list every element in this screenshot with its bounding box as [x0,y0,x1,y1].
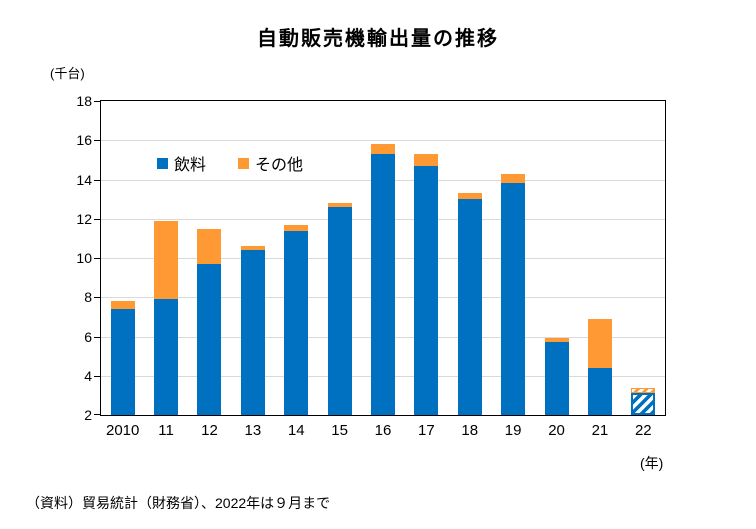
x-axis-tick-label: 22 [634,422,652,439]
y-axis-tick [94,336,100,338]
x-axis-tick-label: 18 [461,422,479,439]
bar-group-13 [240,101,265,415]
y-axis-tick-label: 10 [76,250,92,266]
source-note: （資料）貿易統計（財務省）、2022年は９月まで [26,495,331,511]
bar-segment-other-19 [501,173,526,184]
bar-group-14 [284,101,309,415]
y-axis-tick [94,179,100,181]
bar-segment-beverage-12 [197,263,222,415]
gridline [101,140,665,142]
bar-group-11 [154,101,179,415]
bar-group-19 [501,101,526,415]
x-axis-tick-label: 16 [374,422,392,439]
legend-label-other: その他 [255,157,304,174]
y-axis-unit-label: (千台) [50,66,85,81]
bar-group-2010 [110,101,135,415]
x-axis-tick-label: 12 [201,422,218,439]
bar-group-16 [371,101,395,415]
bar-segment-other-13 [240,246,265,251]
bar-segment-other-21 [587,318,612,368]
bar-group-12 [197,101,222,415]
bar-group-18 [457,101,482,415]
bar-segment-other-14 [284,224,309,231]
y-axis-tick-label: 8 [84,289,92,306]
legend-swatch-beverage [157,157,168,169]
bar-segment-beverage-14 [284,230,309,415]
y-axis-tick [94,258,100,259]
x-axis-tick-label: 2010 [106,422,140,439]
y-axis-tick-label: 16 [76,132,92,149]
bar-segment-other-22 [631,387,656,394]
y-axis-tick [94,297,100,299]
chart-title: 自動販売機輸出量の推移 [257,28,499,50]
x-axis-unit-label: (年) [640,455,664,471]
bar-segment-beverage-21 [587,367,612,415]
bar-segment-beverage-19 [501,183,526,415]
legend-item-beverage: 飲料 [157,151,206,175]
x-axis-tick-label: 15 [331,422,348,439]
legend-swatch-other [238,157,250,169]
bar-segment-other-12 [197,228,222,264]
bar-segment-other-16 [371,144,395,154]
bar-group-17 [414,101,439,415]
y-axis-tick [94,414,100,415]
x-axis-tick-label: 20 [548,422,565,439]
bar-segment-other-20 [544,338,569,343]
legend: 飲料 その他 [157,151,303,175]
bar-group-15 [327,101,352,415]
bar-group-20 [544,101,569,415]
bar-segment-beverage-18 [457,199,482,415]
bar-group-21 [587,101,612,415]
bar-segment-beverage-15 [327,206,352,415]
x-axis-tick-label: 13 [244,422,262,439]
bar-segment-other-2010 [110,301,135,310]
x-axis-tick-label: 11 [158,422,174,439]
plot-area: 飲料 その他 [94,100,666,416]
bar-segment-other-17 [414,154,439,166]
bar-segment-beverage-16 [371,154,395,415]
x-axis-tick-label: 21 [591,422,609,439]
bar-segment-other-11 [154,220,179,300]
y-axis-tick [94,218,100,220]
x-axis-tick-label: 14 [287,422,305,439]
y-axis-tick-label: 14 [76,171,92,188]
bar-segment-beverage-13 [240,250,265,415]
y-axis-tick-label: 4 [84,367,92,384]
y-axis-tick-label: 18 [76,93,92,109]
legend-label-beverage: 飲料 [174,157,207,174]
bar-segment-beverage-22 [631,393,656,415]
y-axis-tick-label: 12 [76,210,92,227]
y-axis-tick [94,140,100,142]
bar-group-22 [631,101,656,415]
bar-segment-other-18 [457,193,482,200]
y-axis-tick-label: 6 [84,328,92,345]
y-axis-tick [94,101,100,102]
bar-segment-beverage-20 [544,342,569,415]
legend-item-other: その他 [238,151,303,175]
x-axis-tick-label: 17 [418,422,435,439]
y-axis-tick [94,375,100,377]
bar-segment-beverage-2010 [110,309,135,415]
y-axis-tick-label: 2 [84,407,92,423]
x-axis-tick-label: 19 [504,422,522,439]
bar-segment-other-15 [327,203,352,207]
bar-segment-beverage-17 [414,165,439,415]
bar-segment-beverage-11 [154,299,179,415]
